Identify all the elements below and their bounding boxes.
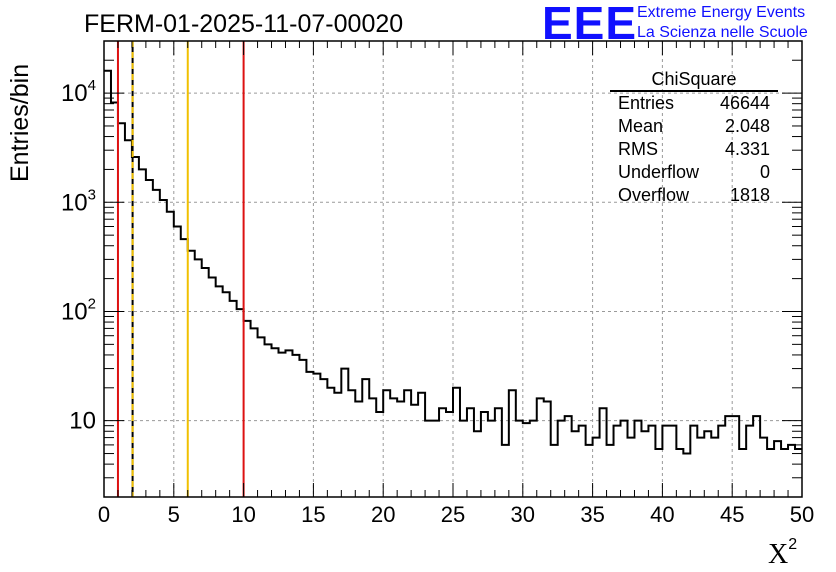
x-tick-label: 45 xyxy=(720,502,744,527)
x-tick-label: 20 xyxy=(371,502,395,527)
stats-row-overflow: Overflow 1818 xyxy=(610,184,778,207)
y-tick-label: 102 xyxy=(61,295,96,325)
logo-line-2: La Scienza nelle Scuole xyxy=(637,24,808,41)
x-tick-label: 0 xyxy=(98,502,110,527)
x-tick-label: 30 xyxy=(511,502,535,527)
y-tick-label: 104 xyxy=(61,77,96,107)
x-tick-label: 10 xyxy=(231,502,255,527)
stats-row-mean: Mean 2.048 xyxy=(610,115,778,138)
stats-label: Mean xyxy=(618,116,664,136)
x-tick-label: 25 xyxy=(441,502,465,527)
stats-value: 4.331 xyxy=(724,139,770,159)
y-axis-label: Entries/bin xyxy=(6,63,34,182)
y-tick-label: 10 xyxy=(69,408,96,435)
stats-box: ChiSquare Entries 46644 Mean 2.048 RMS 4… xyxy=(610,68,778,207)
x-axis-label: X2 xyxy=(768,536,797,571)
x-axis-label-superscript: 2 xyxy=(788,536,798,553)
eee-logo: EEE xyxy=(542,0,638,49)
x-tick-label: 50 xyxy=(790,502,814,527)
stats-label: Underflow xyxy=(618,162,700,182)
y-tick-label: 103 xyxy=(61,186,96,216)
histogram xyxy=(104,69,802,455)
stats-value: 46644 xyxy=(719,93,770,113)
histogram-line xyxy=(104,69,802,455)
stats-label: Entries xyxy=(618,93,675,113)
x-tick-label: 40 xyxy=(650,502,674,527)
stats-value: 0 xyxy=(759,162,770,182)
stats-value: 2.048 xyxy=(724,116,770,136)
stats-row-entries: Entries 46644 xyxy=(610,92,778,115)
x-tick-label: 5 xyxy=(168,502,180,527)
logo-line-1: Extreme Energy Events xyxy=(637,4,806,21)
chart-title: FERM-01-2025-11-07-00020 xyxy=(84,10,404,38)
stats-label: RMS xyxy=(618,139,658,159)
x-tick-label: 15 xyxy=(301,502,325,527)
y-axis: 10 102 103 104 xyxy=(61,40,802,498)
stats-row-underflow: Underflow 0 xyxy=(610,161,778,184)
stats-title: ChiSquare xyxy=(610,68,778,92)
stats-row-rms: RMS 4.331 xyxy=(610,138,778,161)
cut-lines xyxy=(116,41,245,497)
stats-value: 1818 xyxy=(729,185,770,205)
stats-label: Overflow xyxy=(618,185,690,205)
x-tick-label: 35 xyxy=(580,502,604,527)
x-axis-label-symbol: X xyxy=(768,539,789,570)
x-axis: 0 5 10 15 20 25 30 35 40 45 50 xyxy=(98,41,814,527)
